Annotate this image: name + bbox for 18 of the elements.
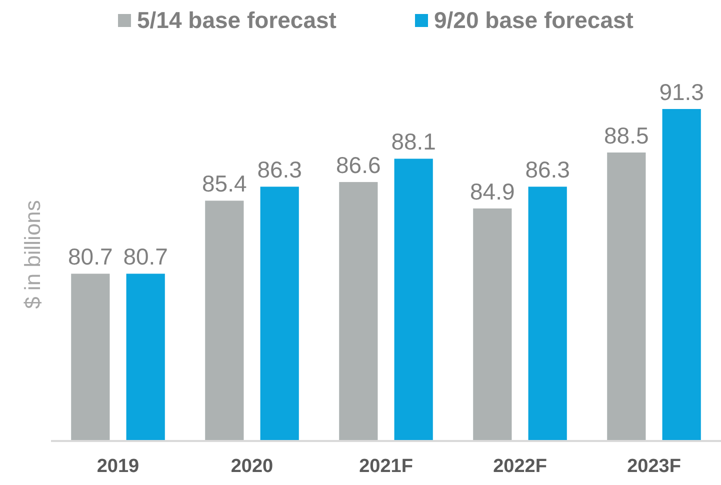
data-label: 91.3: [659, 79, 704, 105]
x-tick-label: 2023F: [627, 456, 681, 477]
data-label: 86.6: [336, 152, 381, 178]
x-tick-label: 2020: [230, 456, 274, 477]
x-tick-label: 2021F: [359, 456, 413, 477]
data-label: 88.1: [391, 128, 436, 155]
x-tick-label: 2019: [96, 456, 140, 477]
legend-label: 9/20 base forecast: [434, 7, 634, 33]
data-label: 86.3: [525, 156, 570, 183]
data-label: 80.7: [123, 244, 168, 270]
x-tick-label: 2022F: [493, 456, 547, 477]
legend-label: 5/14 base forecast: [137, 7, 337, 33]
data-label: 80.7: [68, 244, 113, 270]
data-label: 86.3: [257, 156, 302, 183]
data-label: 84.9: [470, 178, 515, 204]
data-label: 88.5: [604, 122, 649, 149]
data-label: 85.4: [202, 170, 247, 197]
y-axis-title: $ in billions: [20, 200, 45, 309]
